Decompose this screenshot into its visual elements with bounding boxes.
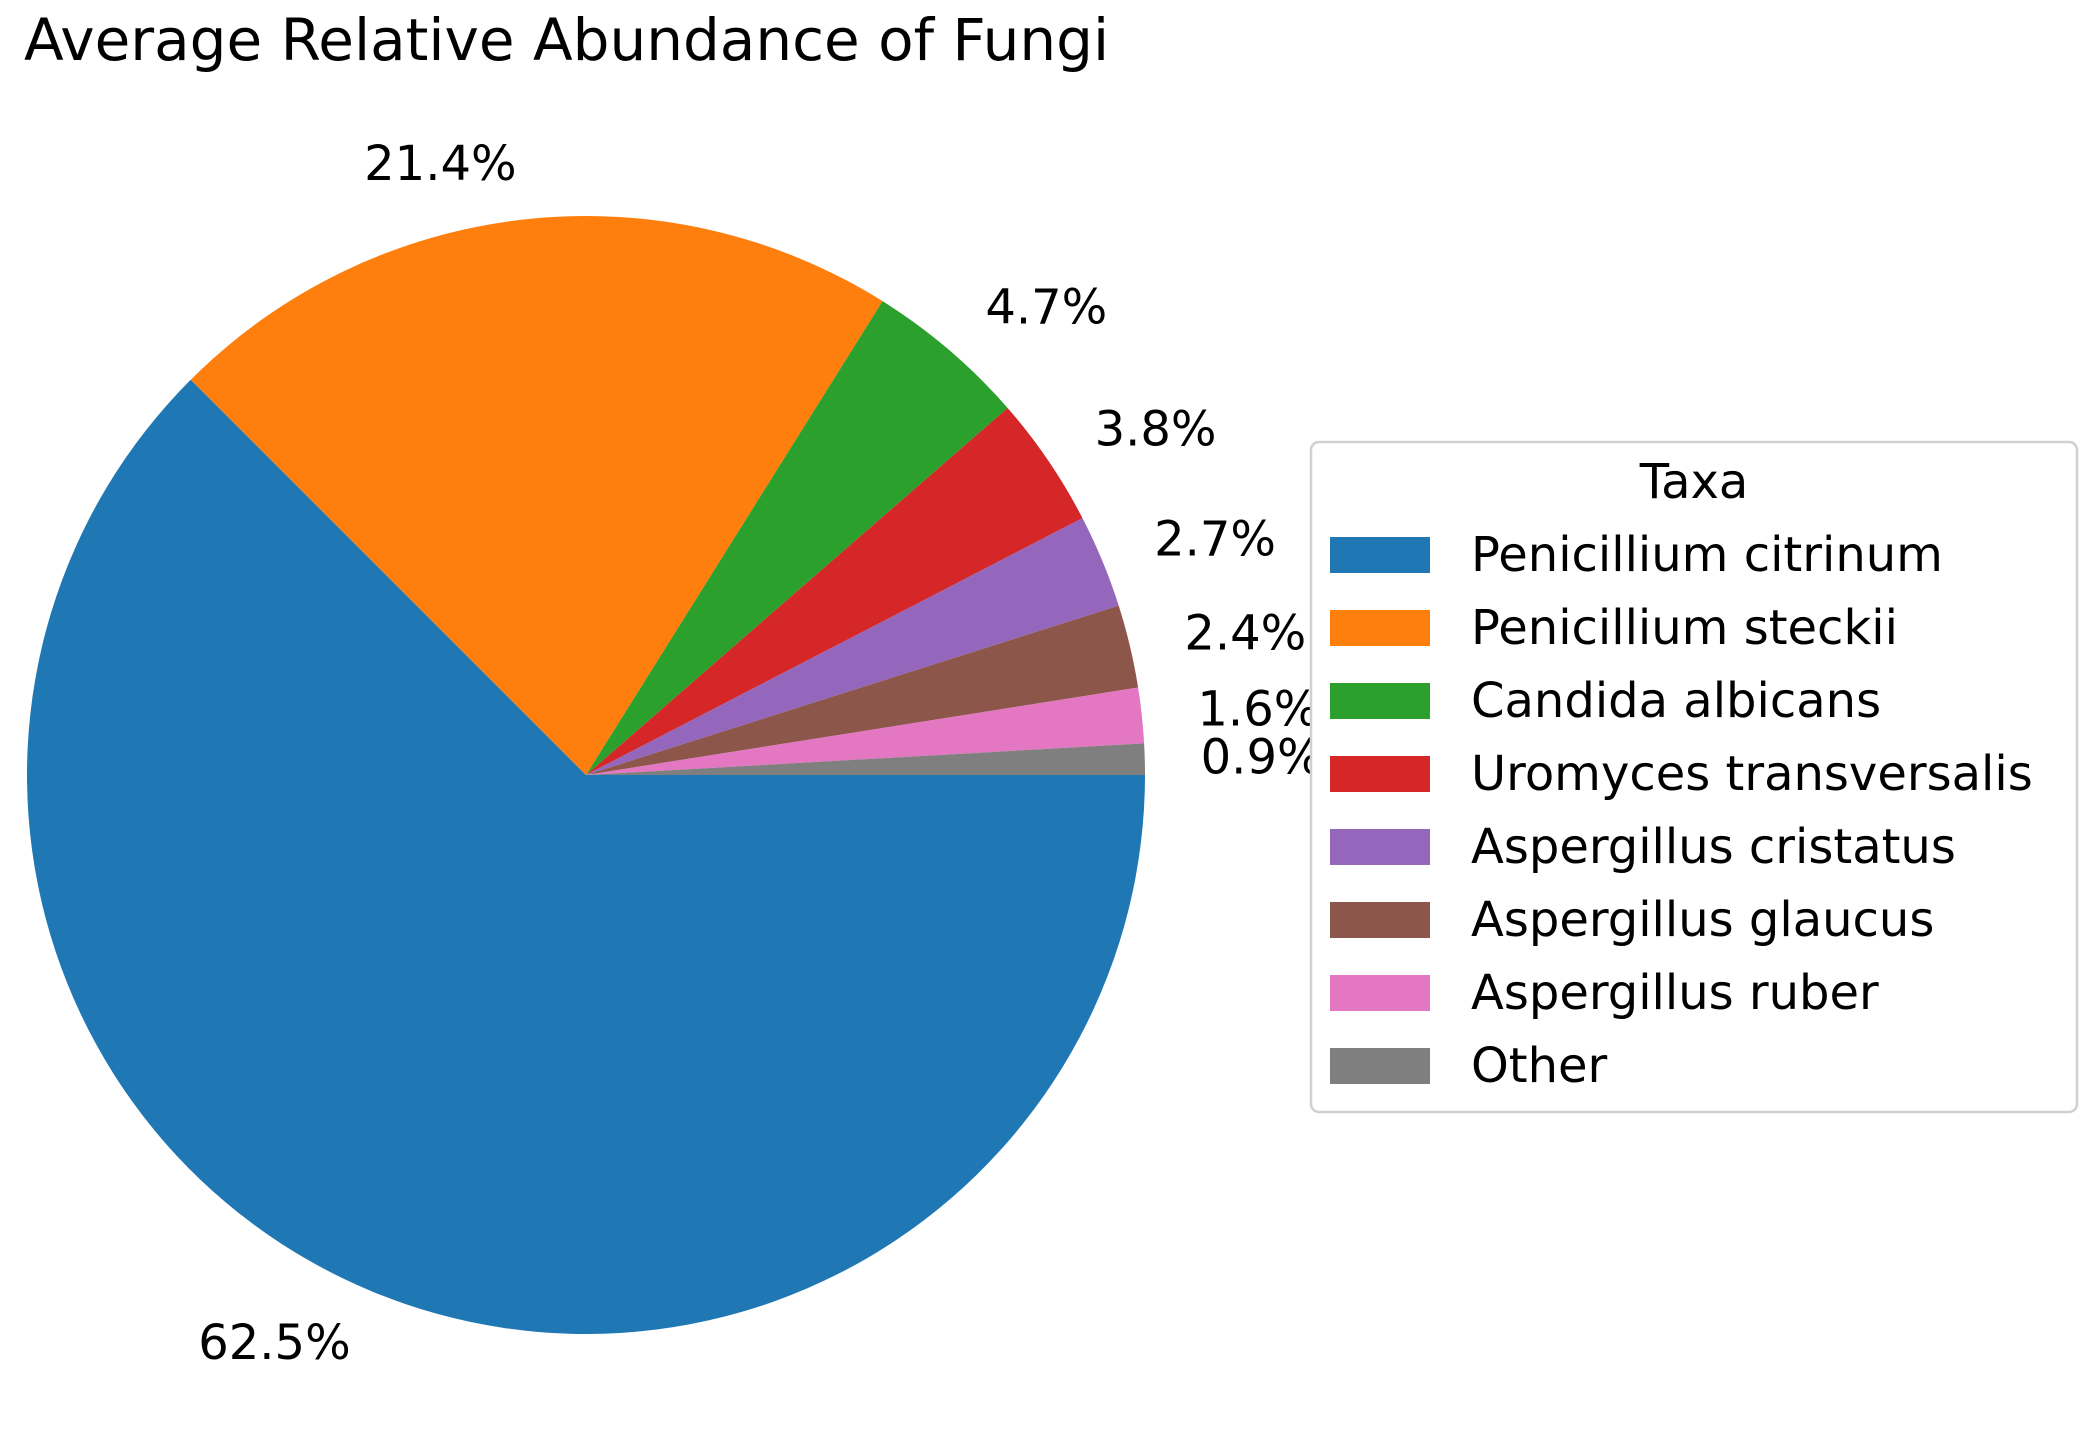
legend-label-penicillium-citrinum: Penicillium citrinum	[1471, 527, 1943, 583]
pie-slice-candida-albicans	[586, 301, 1008, 775]
pct-label-uromyces-transversalis: 3.8%	[1095, 401, 1217, 457]
legend-swatch-aspergillus-glaucus	[1330, 902, 1430, 938]
legend-label-candida-albicans: Candida albicans	[1471, 673, 1881, 729]
pct-label-aspergillus-cristatus: 2.7%	[1154, 512, 1276, 568]
legend-items: Penicillium citrinum Penicillium steckii C…	[1330, 527, 2033, 1094]
percentage-labels: 62.5% 21.4% 4.7% 3.8% 2.7% 2.4% 1.6%0.9%	[198, 136, 1322, 1371]
pct-label-candida-albicans: 4.7%	[985, 279, 1107, 335]
pie-slice-aspergillus-ruber	[586, 687, 1145, 775]
legend-label-other: Other	[1471, 1038, 1608, 1094]
pie-slice-aspergillus-glaucus	[586, 605, 1139, 775]
legend-label-aspergillus-ruber: Aspergillus ruber	[1471, 965, 1879, 1021]
legend-swatch-other	[1330, 1048, 1430, 1084]
legend-label-aspergillus-cristatus: Aspergillus cristatus	[1471, 819, 1956, 875]
pie-slice-other	[586, 743, 1145, 775]
legend: Taxa Penicillium citrinum Penicillium ste…	[1309, 440, 2079, 1114]
legend-title: Taxa	[1639, 454, 1749, 510]
legend-label-uromyces-transversalis: Uromyces transversalis	[1471, 746, 2033, 802]
chart-title: Average Relative Abundance of Fungi	[24, 6, 1109, 74]
pct-label-aspergillus-ruber: 1.6%	[1197, 681, 1319, 737]
legend-label-aspergillus-glaucus: Aspergillus glaucus	[1471, 892, 1934, 948]
pct-label-penicillium-citrinum: 62.5%	[198, 1315, 350, 1371]
pct-label-penicillium-steckii: 21.4%	[364, 136, 516, 192]
pct-label-other: 0.9%	[1201, 730, 1323, 786]
pie-slice-aspergillus-cristatus	[586, 518, 1119, 775]
legend-swatch-aspergillus-ruber	[1330, 975, 1430, 1011]
legend-swatch-uromyces-transversalis	[1330, 756, 1430, 792]
legend-swatch-penicillium-steckii	[1330, 610, 1430, 646]
pie-slice-uromyces-transversalis	[586, 407, 1083, 775]
pct-label-aspergillus-glaucus: 2.4%	[1184, 605, 1306, 661]
legend-frame	[1309, 440, 2079, 1114]
pie-slice-penicillium-steckii	[190, 215, 883, 775]
legend-swatch-aspergillus-cristatus	[1330, 829, 1430, 865]
legend-swatch-penicillium-citrinum	[1330, 537, 1430, 573]
legend-label-penicillium-steckii: Penicillium steckii	[1471, 600, 1898, 656]
pie-slice-penicillium-citrinum	[26, 379, 1145, 1334]
pie-slices	[26, 215, 1145, 1334]
legend-swatch-candida-albicans	[1330, 683, 1430, 719]
